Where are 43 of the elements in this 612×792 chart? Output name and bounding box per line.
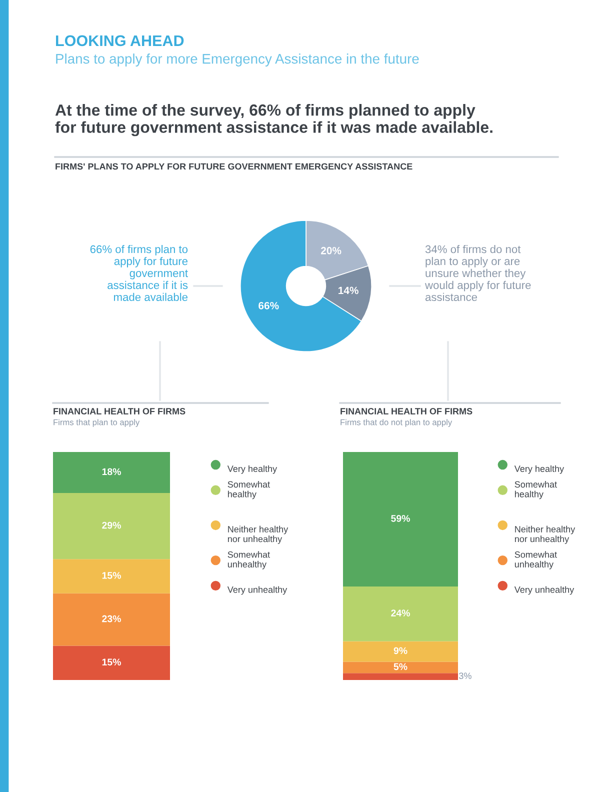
legend-label: Somewhat healthy — [228, 480, 270, 500]
data-label: 15% — [102, 658, 121, 666]
data-label: 66% — [258, 302, 279, 310]
legend-label: Very unhealthy — [514, 586, 574, 595]
bar — [53, 646, 170, 680]
text: FIRMS' PLANS TO APPLY FOR FUTURE GOVERNMENT EMERGENCY ASSISTANCE — [56, 163, 412, 170]
text: Neither healthy nor unhealthy — [228, 526, 288, 544]
chart-title: FINANCIAL HEALTH OF FIRMS — [340, 408, 472, 414]
data-label: 29% — [102, 522, 121, 529]
text: 66% of firms plan to apply for future government assistance if it is made available — [90, 245, 188, 302]
bar — [53, 452, 170, 494]
legend-label: Very healthy — [514, 465, 564, 474]
data-label: 9% — [394, 647, 408, 654]
chart-subtitle: Firms that plan to apply — [54, 419, 140, 427]
data-label: 23% — [102, 615, 121, 622]
bar — [343, 673, 458, 680]
bar — [343, 662, 458, 674]
data-label: 59% — [391, 514, 410, 522]
legend-label: Somewhat unhealthy — [228, 551, 270, 570]
bar — [53, 493, 170, 560]
data-label: 18% — [102, 468, 121, 476]
data-label: 24% — [391, 610, 410, 616]
chart-subtitle: Firms that do not plan to apply — [340, 419, 452, 427]
chart-title: FINANCIAL HEALTH OF FIRMS — [54, 408, 186, 414]
legend-label: Somewhat unhealthy — [514, 551, 557, 570]
data-label: 5% — [394, 663, 408, 670]
bar — [343, 452, 458, 587]
text: 34% of firms do not plan to apply or are unsure whether they would apply for future assistance — [424, 245, 531, 302]
bar — [343, 641, 458, 662]
bar — [343, 586, 458, 642]
bar — [53, 593, 170, 646]
text: At the time of the survey, 66% of firms planned to apply for future government assistance if it was made available. — [55, 104, 492, 136]
legend-label: Very unhealthy — [227, 586, 288, 595]
data-label: 15% — [102, 572, 121, 579]
legend-label: Somewhat healthy — [514, 480, 557, 500]
data-label: 3% — [459, 672, 472, 680]
legend-label: Very healthy — [227, 465, 278, 474]
data-label: 20% — [321, 246, 342, 254]
bar — [53, 559, 170, 594]
data-label: 14% — [338, 286, 358, 294]
chart-title: LOOKING AHEAD — [56, 35, 184, 46]
chart-subtitle: Plans to apply for more Emergency Assistance in the future — [56, 54, 419, 66]
text: Neither healthy nor unhealthy — [514, 526, 576, 544]
